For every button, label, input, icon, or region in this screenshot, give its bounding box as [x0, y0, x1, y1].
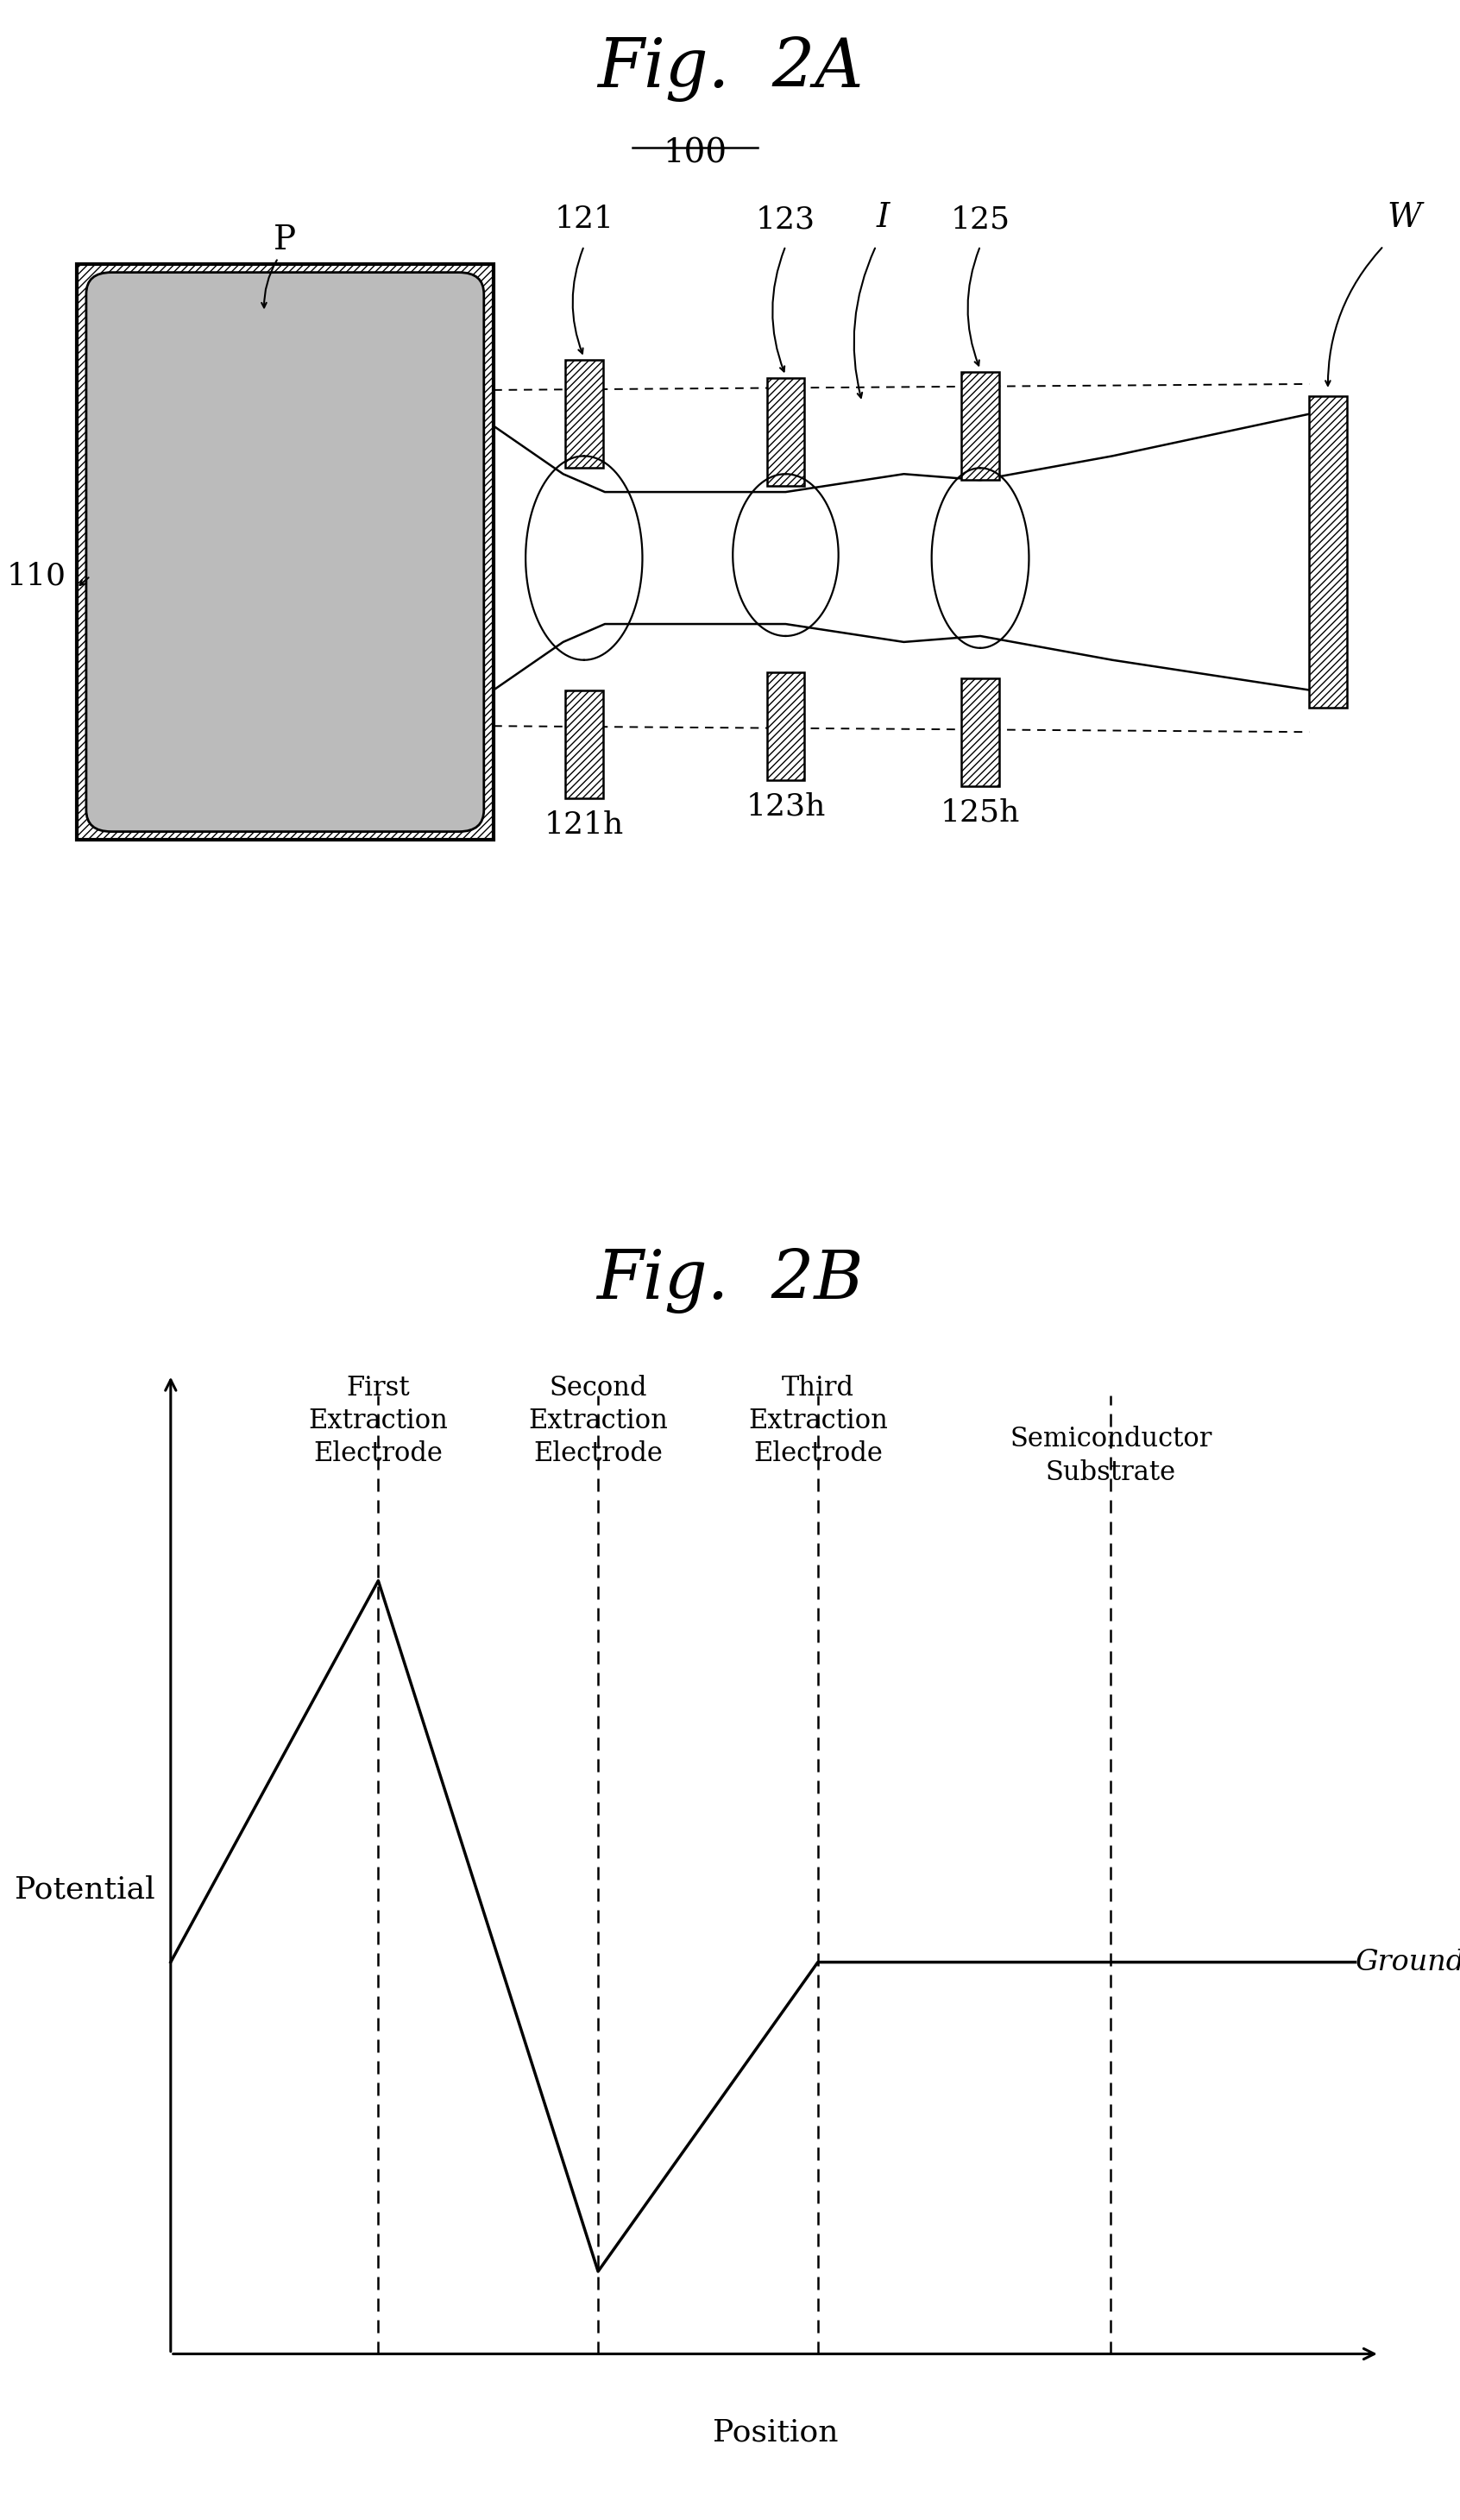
Text: 123h: 123h: [746, 791, 825, 822]
Bar: [565, 360, 603, 469]
Bar: [1310, 396, 1346, 708]
Bar: [76, 265, 493, 839]
Text: Potential: Potential: [15, 1875, 155, 1905]
Text: Position: Position: [712, 2417, 838, 2447]
Bar: [565, 690, 603, 799]
Text: 123: 123: [756, 204, 816, 234]
Bar: [962, 373, 999, 479]
Text: 110: 110: [7, 562, 67, 590]
Bar: [565, 360, 603, 469]
Bar: [962, 373, 999, 479]
Text: 121: 121: [555, 204, 613, 234]
Text: 125: 125: [950, 204, 1010, 234]
Text: 121h: 121h: [545, 809, 623, 839]
Text: Semiconductor
Substrate: Semiconductor Substrate: [1010, 1426, 1212, 1487]
Bar: [767, 673, 804, 781]
FancyBboxPatch shape: [86, 272, 483, 832]
Bar: [962, 678, 999, 786]
Bar: [962, 678, 999, 786]
Text: I: I: [876, 202, 889, 234]
Bar: [767, 673, 804, 781]
Bar: [767, 378, 804, 486]
Text: Ground: Ground: [1355, 1948, 1460, 1976]
Bar: [565, 690, 603, 799]
Text: First
Extraction
Electrode: First Extraction Electrode: [308, 1373, 448, 1467]
Bar: [1310, 396, 1346, 708]
Text: Fig.  2A: Fig. 2A: [597, 35, 863, 101]
Text: P: P: [274, 224, 296, 257]
Text: Third
Extraction
Electrode: Third Extraction Electrode: [748, 1373, 888, 1467]
Bar: [767, 378, 804, 486]
Text: Fig.  2B: Fig. 2B: [597, 1247, 863, 1313]
Text: W: W: [1387, 202, 1422, 234]
Bar: [76, 265, 493, 839]
Text: 125h: 125h: [940, 799, 1021, 827]
Text: 100: 100: [663, 139, 727, 169]
Text: Second
Extraction
Electrode: Second Extraction Electrode: [529, 1373, 667, 1467]
